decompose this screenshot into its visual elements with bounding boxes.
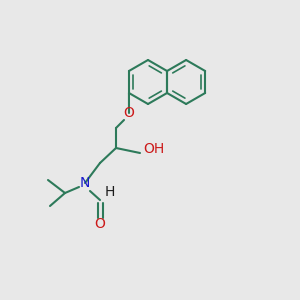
Text: O: O (124, 106, 134, 120)
Text: N: N (80, 176, 90, 190)
Text: H: H (105, 185, 115, 199)
Text: OH: OH (143, 142, 164, 156)
Text: O: O (94, 217, 105, 231)
